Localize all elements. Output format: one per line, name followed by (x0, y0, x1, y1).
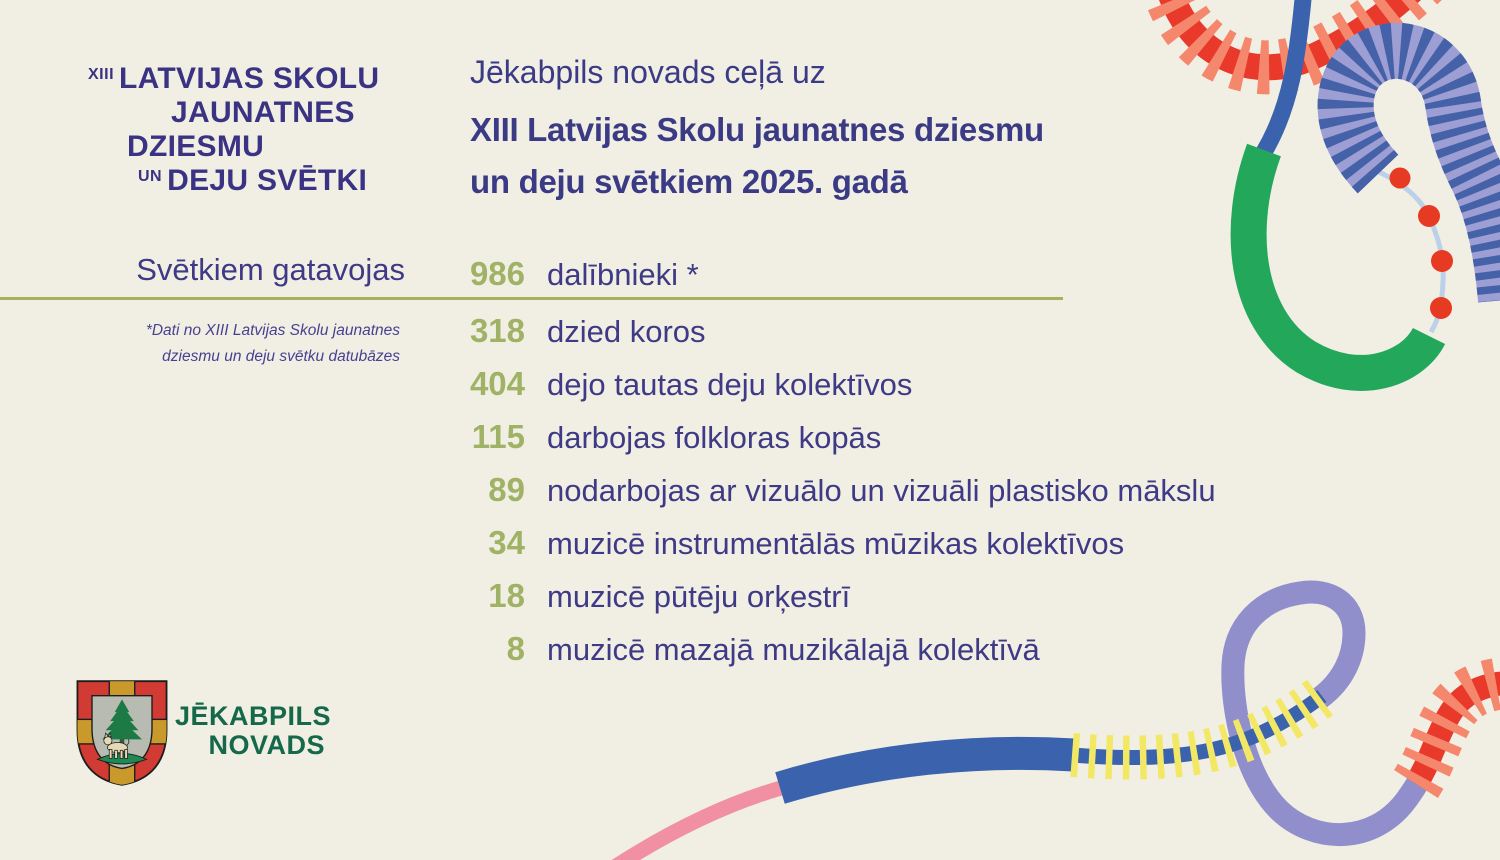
stat-label: muzicē instrumentālās mūzikas kolektīvos (547, 526, 1125, 561)
heading-title-line1: XIII Latvijas Skolu jaunatnes dziesmu (470, 111, 1044, 148)
municipality-name-line1: JĒKABPILS (175, 701, 332, 731)
blue-curve-icon (1256, 0, 1312, 157)
festival-logo-line4-prefix: UN (138, 168, 163, 185)
stat-label: darbojas folkloras kopās (547, 420, 882, 455)
stat-row: 89 nodarbojas ar vizuālo un vizuāli plas… (450, 471, 1216, 509)
stat-row: 8 muzicē mazajā muzikālajā kolektīvā (450, 630, 1040, 668)
stat-label: dalībnieki * (547, 257, 699, 292)
festival-logo-line4: UN DEJU SVĒTKI (138, 164, 368, 197)
stat-value: 89 (488, 471, 525, 508)
stat-row: 34 muzicē instrumentālās mūzikas kolektī… (450, 524, 1124, 562)
blue-bottom-segment-icon (775, 736, 1076, 804)
divider-line (0, 297, 1063, 300)
stat-value: 986 (469, 255, 525, 292)
stat-value: 115 (471, 418, 525, 455)
stat-value: 8 (506, 630, 525, 667)
hatched-ribbon-stripes-icon (1317, 22, 1500, 303)
shield-lynx (103, 731, 130, 759)
pink-curve-icon (611, 778, 790, 860)
heading-title: XIII Latvijas Skolu jaunatnes dziesmu un… (470, 104, 1044, 208)
red-dots-icon (1389, 167, 1453, 319)
stat-row: 18 muzicē pūtēju orķestrī (450, 577, 850, 615)
stat-value: 34 (488, 524, 525, 561)
stat-row-total: 986 dalībnieki * (450, 255, 699, 293)
footnote-line1: *Dati no XIII Latvijas Skolu jaunatnes (145, 322, 400, 339)
green-arc-icon (1230, 143, 1446, 391)
heading-intro: Jēkabpils novads ceļā uz (470, 54, 826, 90)
municipality-name-line2: NOVADS (208, 730, 325, 760)
stat-label: muzicē mazajā muzikālajā kolektīvā (547, 632, 1040, 667)
jekabpils-coat-of-arms-icon (76, 680, 168, 786)
stat-value: 318 (469, 312, 525, 349)
stat-row: 404 dejo tautas deju kolektīvos (450, 365, 912, 403)
stat-row: 115 darbojas folkloras kopās (450, 418, 882, 456)
stat-label: dejo tautas deju kolektīvos (547, 367, 913, 402)
page-heading: Jēkabpils novads ceļā uz XIII Latvijas S… (470, 52, 1044, 208)
heading-title-line2: un deju svētkiem 2025. gadā (470, 163, 908, 200)
stat-row: 318 dzied koros (450, 312, 706, 350)
footnote-line2: dziesmu un deju svētku datubāzes (162, 348, 400, 365)
stat-label: dzied koros (547, 314, 706, 349)
festival-logo-line1: XIII LATVIJAS SKOLU (88, 62, 380, 95)
stat-value: 18 (488, 577, 525, 614)
purple-loop-icon (1221, 580, 1430, 847)
stat-value: 404 (469, 365, 525, 402)
municipality-name: JĒKABPILS NOVADS (175, 701, 332, 760)
stat-label: nodarbojas ar vizuālo un vizuāli plastis… (547, 473, 1216, 508)
striped-arc-red-ticks-icon (1144, 0, 1442, 95)
festival-logo-line3: DZIESMU (127, 130, 265, 163)
festival-logo-line2: JAUNATNES (171, 96, 355, 129)
red-striped-bottom-icon (1405, 671, 1500, 791)
section-label: Svētkiem gatavojas (136, 252, 405, 287)
stat-label: muzicē pūtēju orķestrī (547, 579, 851, 614)
shield-spruce-tree (102, 699, 142, 758)
festival-logo-line1-prefix: XIII (88, 66, 115, 83)
data-source-footnote: *Dati no XIII Latvijas Skolu jaunatnes d… (80, 318, 400, 370)
yellow-striped-ticks-icon (1070, 678, 1336, 780)
